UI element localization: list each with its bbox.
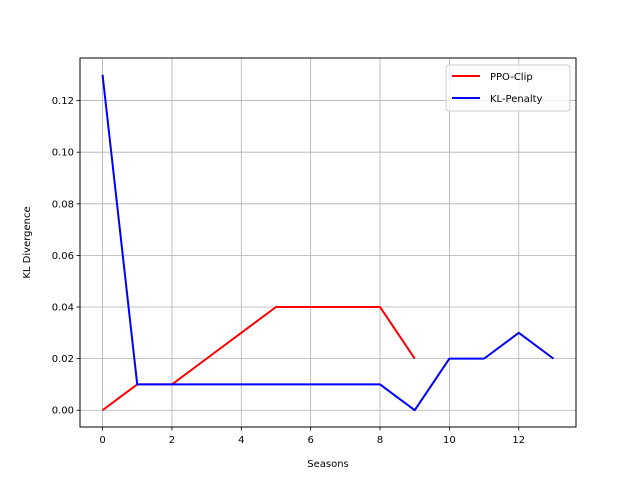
y-tick-label: 0.10 <box>52 148 74 159</box>
x-axis-label: Seasons <box>307 459 349 470</box>
y-tick-label: 0.06 <box>52 251 74 262</box>
series-line-1 <box>101 74 555 412</box>
plot-area-frame <box>79 57 577 428</box>
axis-ticks: 0 2 4 6 8 10 12 0.00 0.02 0.04 0.06 0.08 0.10 0.12 <box>52 96 525 446</box>
legend: PPO-Clip KL-Penalty <box>445 64 571 112</box>
x-tick-label: 12 <box>512 435 525 446</box>
y-tick-label: 0.00 <box>52 406 74 417</box>
legend-label: KL-Penalty <box>490 94 543 105</box>
x-tick-label: 2 <box>169 435 175 446</box>
x-tick-label: 6 <box>307 435 313 446</box>
x-tick-label: 8 <box>377 435 383 446</box>
x-tick-label: 4 <box>238 435 244 446</box>
y-tick-label: 0.12 <box>52 96 74 107</box>
y-tick-label: 0.08 <box>52 199 74 210</box>
y-axis-label: KL Divergence <box>22 206 33 278</box>
x-tick-label: 10 <box>443 435 456 446</box>
y-tick-label: 0.02 <box>52 354 74 365</box>
legend-label: PPO-Clip <box>490 72 533 83</box>
y-tick-label: 0.04 <box>52 303 74 314</box>
x-tick-label: 0 <box>99 435 105 446</box>
series-lines <box>101 74 555 412</box>
grid <box>80 58 576 427</box>
